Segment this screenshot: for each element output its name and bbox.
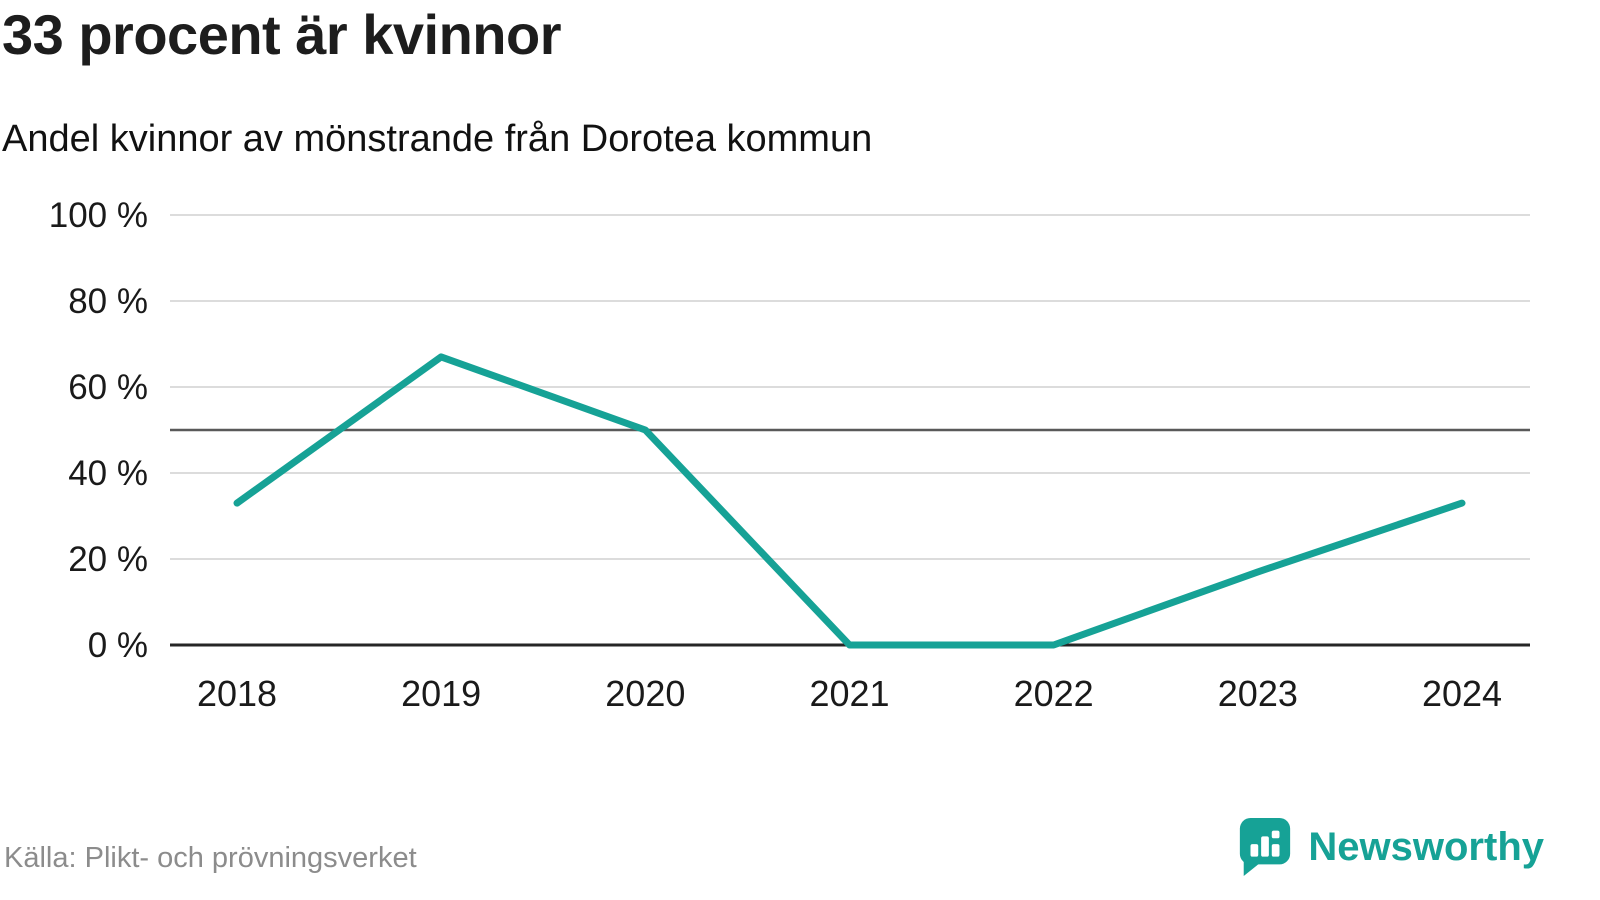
x-tick-label: 2024 — [1422, 673, 1502, 714]
line-chart: 0 % 20 % 40 % 60 % 80 % 100 % 2018 2019 2020 2021… — [49, 196, 1530, 714]
source-note: Källa: Plikt- och prövningsverket — [4, 842, 417, 874]
y-tick-label: 40 % — [68, 454, 148, 493]
x-tick-label: 2021 — [809, 673, 889, 714]
data-line-andel-kvinnor — [233, 353, 1466, 649]
brand-lockup: Newsworthy — [1236, 816, 1544, 878]
y-tick-label: 20 % — [68, 540, 148, 579]
brand-name: Newsworthy — [1308, 824, 1544, 869]
y-tick-label: 0 % — [88, 626, 148, 665]
chart-subtitle: Andel kvinnor av mönstrande från Dorotea… — [2, 118, 873, 160]
x-tick-label: 2019 — [401, 673, 481, 714]
y-tick-label: 100 % — [49, 196, 148, 235]
x-tick-label: 2020 — [605, 673, 685, 714]
y-tick-label: 80 % — [68, 282, 148, 321]
x-tick-label: 2022 — [1014, 673, 1094, 714]
x-tick-label: 2018 — [197, 673, 277, 714]
newsworthy-logo-icon — [1240, 818, 1291, 876]
y-tick-label: 60 % — [68, 368, 148, 407]
chart-title: 33 procent är kvinnor — [2, 3, 562, 66]
x-tick-label: 2023 — [1218, 673, 1298, 714]
